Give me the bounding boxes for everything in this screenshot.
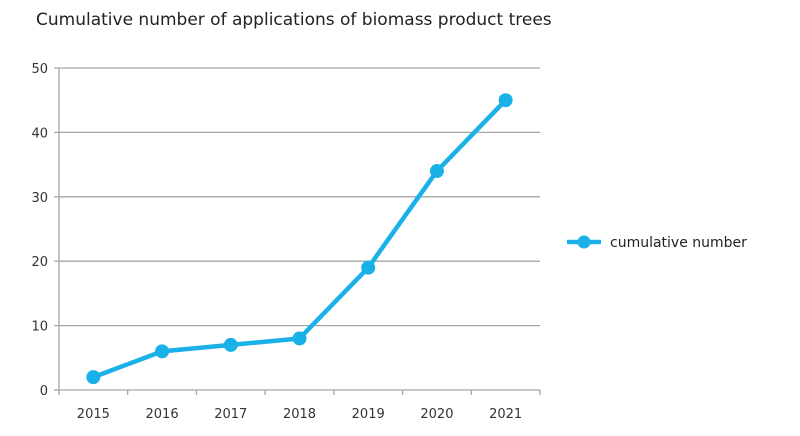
data-point-2019 [361, 260, 376, 275]
y-tick-labels: 0 10 20 30 40 50 [31, 62, 48, 399]
y-tick-label: 20 [31, 255, 48, 270]
x-tick-label-2020: 2020 [420, 407, 453, 422]
x-tick-label-2016: 2016 [146, 407, 179, 422]
y-tick-label: 40 [31, 126, 48, 141]
x-tick-label-2019: 2019 [352, 407, 385, 422]
data-point-2020 [429, 164, 444, 179]
data-point-2017 [223, 337, 238, 352]
data-point-2016 [155, 344, 170, 359]
x-tick-label-2015: 2015 [77, 407, 110, 422]
legend-marker-swatch [577, 235, 591, 249]
chart-title: Cumulative number of applications of bio… [36, 10, 552, 30]
y-tick-label: 10 [31, 320, 48, 335]
x-tick-label-2017: 2017 [214, 407, 247, 422]
legend: cumulative number [567, 235, 747, 251]
gridlines [59, 67, 540, 327]
x-tick-label-2018: 2018 [283, 407, 316, 422]
data-points [86, 93, 513, 385]
y-tick-label: 30 [31, 191, 48, 206]
data-point-2021 [498, 93, 513, 108]
y-tick-label: 50 [31, 62, 48, 77]
x-tick-labels: 2015 2016 2017 2018 2019 2020 2021 [77, 407, 522, 422]
y-tick-label: 0 [40, 384, 48, 399]
data-point-2015 [86, 370, 101, 385]
legend-label: cumulative number [610, 235, 747, 251]
x-tick-label-2021: 2021 [489, 407, 522, 422]
data-point-2018 [292, 331, 307, 346]
axes [54, 67, 541, 395]
